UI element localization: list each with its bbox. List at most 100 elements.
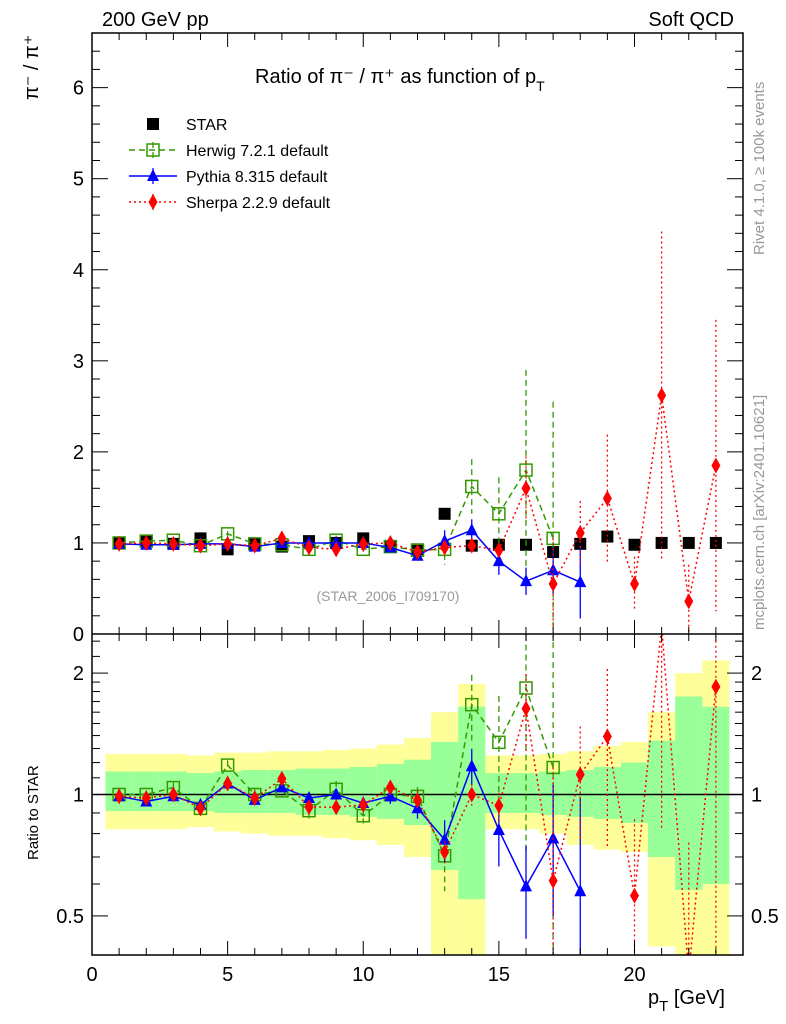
ratio-y-tick-label: 0.5: [56, 906, 84, 928]
marker-diamond: [575, 766, 585, 783]
marker-diamond: [168, 786, 178, 803]
marker-diamond: [711, 457, 721, 474]
marker-diamond: [494, 797, 504, 814]
marker-diamond: [467, 537, 477, 554]
marker-diamond: [331, 541, 341, 558]
y-tick-label: 2: [73, 442, 84, 464]
marker-diamond: [657, 387, 667, 404]
xlabel-sub: T: [659, 998, 668, 1015]
marker-diamond: [168, 535, 178, 552]
header-right: Soft QCD: [648, 9, 734, 31]
marker-diamond: [358, 796, 368, 813]
marker-diamond: [575, 524, 585, 541]
y-tick-label: 4: [73, 260, 84, 282]
marker-diamond: [385, 779, 395, 796]
marker-triangle: [330, 787, 343, 800]
marker-diamond: [114, 788, 124, 805]
marker-triangle: [147, 169, 159, 181]
marker-open-square: [465, 479, 479, 494]
legend-item: Pythia 8.315 default: [129, 168, 328, 186]
y-axis-label: π⁻ / π⁺: [21, 35, 43, 100]
marker-diamond: [358, 535, 368, 552]
marker-diamond: [440, 539, 450, 556]
y-tick-label: 5: [73, 169, 84, 191]
marker-diamond: [413, 544, 422, 561]
title-text: Ratio of π⁻ / π⁺ as function of p: [255, 66, 536, 88]
marker-diamond: [148, 194, 158, 210]
series-sherpa: [114, 231, 721, 634]
marker-triangle: [492, 554, 505, 567]
marker-diamond: [114, 535, 124, 552]
xlabel-main: p: [648, 987, 659, 1009]
band-green: [648, 740, 676, 857]
y-tick-label: 6: [73, 78, 84, 100]
marker-open-square: [220, 758, 235, 772]
marker-triangle: [438, 832, 451, 845]
marker-diamond: [494, 542, 504, 559]
marker-diamond: [304, 798, 314, 815]
marker-diamond: [467, 786, 477, 803]
legend-label: Sherpa 2.2.9 default: [186, 195, 331, 212]
y-tick-label: 3: [73, 351, 84, 373]
ratio-series-sherpa: [114, 634, 721, 955]
x-tick-label: 20: [623, 964, 645, 986]
marker-triangle: [520, 574, 532, 587]
header-left: 200 GeV pp: [102, 9, 209, 31]
band-green: [620, 762, 649, 823]
x-axis-label: pT [GeV]: [648, 987, 725, 1015]
marker-diamond: [413, 792, 422, 809]
marker-open-square: [492, 735, 506, 750]
marker-open-square: [465, 697, 479, 712]
ratio-y-tick-label: 2: [73, 663, 84, 685]
legend-label: Herwig 7.2.1 default: [186, 143, 329, 160]
marker-square: [574, 537, 587, 550]
ratio-y-tick-label-right: 1: [751, 785, 762, 807]
x-tick-label: 10: [352, 964, 374, 986]
marker-open-square: [146, 143, 160, 157]
marker-triangle: [465, 523, 478, 536]
series-group: [92, 231, 743, 955]
marker-triangle: [303, 790, 315, 803]
marker-diamond: [684, 593, 694, 610]
ratio-bands: [105, 660, 730, 955]
ratio-y-tick-label: 1: [73, 785, 84, 807]
title-sub: T: [536, 78, 545, 94]
marker-triangle: [574, 884, 587, 897]
legend-label: Pythia 8.315 default: [186, 169, 328, 186]
marker-diamond: [250, 537, 260, 554]
marker-diamond: [196, 537, 205, 554]
marker-diamond: [521, 480, 531, 497]
marker-open-square: [519, 463, 533, 477]
marker-diamond: [630, 575, 639, 592]
ratio-y-tick-label-right: 0.5: [751, 906, 779, 928]
legend-item: Sherpa 2.2.9 default: [129, 194, 331, 212]
marker-diamond: [385, 534, 395, 551]
x-tick-label: 5: [222, 964, 233, 986]
marker-diamond: [548, 872, 558, 889]
series-line: [118, 764, 581, 892]
marker-diamond: [602, 728, 612, 745]
marker-diamond: [223, 775, 233, 792]
x-tick-label: 15: [488, 964, 510, 986]
chart-title: Ratio of π⁻ / π⁺ as function of pT: [255, 66, 545, 94]
marker-square: [628, 538, 641, 551]
mcplots-label: mcplots.cern.ch [arXiv:2401.10621]: [751, 395, 768, 630]
y-tick-label: 0: [73, 624, 84, 646]
marker-triangle: [492, 823, 505, 836]
marker-diamond: [277, 530, 287, 547]
legend: STAR Herwig 7.2.1 default Pythia 8.315 def…: [129, 117, 331, 212]
marker-square: [147, 118, 159, 130]
marker-diamond: [602, 490, 612, 507]
xlabel-unit: [GeV]: [668, 987, 725, 1009]
x-tick-label: 0: [86, 964, 97, 986]
marker-triangle: [465, 759, 478, 772]
marker-open-square: [492, 507, 506, 521]
series-line: [119, 529, 581, 583]
marker-diamond: [141, 534, 151, 551]
marker-diamond: [548, 575, 558, 592]
ratio-y-tick-label-right: 2: [751, 663, 762, 685]
band-green: [675, 696, 703, 890]
marker-diamond: [521, 700, 531, 717]
marker-diamond: [223, 535, 233, 552]
